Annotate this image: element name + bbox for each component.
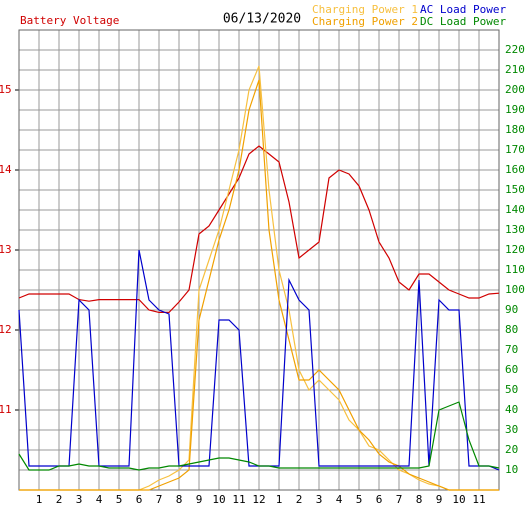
y2-tick-label: 100 — [505, 283, 525, 296]
legend-entry: Charging Power 2 — [312, 15, 418, 28]
x-tick-label: 11 — [232, 493, 245, 506]
x-tick-label: 7 — [396, 493, 403, 506]
y2-tick-label: 10 — [505, 463, 518, 476]
x-tick-label: 8 — [416, 493, 423, 506]
y2-tick-label: 70 — [505, 343, 518, 356]
series-line — [18, 145, 500, 313]
y-axis-label: Battery Voltage — [20, 14, 119, 27]
x-tick-label: 6 — [136, 493, 143, 506]
x-tick-label: 2 — [56, 493, 63, 506]
x-tick-label: 7 — [156, 493, 163, 506]
x-tick-label: 4 — [96, 493, 103, 506]
x-tick-label: 1 — [36, 493, 43, 506]
series-line — [19, 79, 499, 491]
y-tick-label: 15 — [0, 83, 12, 96]
x-tick-label: 2 — [296, 493, 303, 506]
x-tick-label: 10 — [452, 493, 465, 506]
y2-tick-label: 90 — [505, 303, 518, 316]
y2-tick-label: 150 — [505, 183, 525, 196]
x-tick-label: 4 — [336, 493, 343, 506]
y2-tick-label: 140 — [505, 203, 525, 216]
x-tick-label: 6 — [376, 493, 383, 506]
y2-tick-label: 30 — [505, 423, 518, 436]
plot-frame — [18, 29, 500, 491]
y2-tick-label: 60 — [505, 363, 518, 376]
legend-entry: Charging Power 1 — [312, 3, 418, 16]
y2-tick-label: 190 — [505, 103, 525, 116]
x-tick-label: 1 — [276, 493, 283, 506]
y2-tick-label: 40 — [505, 403, 518, 416]
x-tick-label: 9 — [436, 493, 443, 506]
chart-title: 06/13/2020 — [223, 12, 301, 27]
x-tick-label: 8 — [176, 493, 183, 506]
x-tick-label: 5 — [116, 493, 123, 506]
y-tick-label: 14 — [0, 163, 12, 176]
legend-entry: AC Load Power — [420, 3, 506, 16]
y2-tick-label: 210 — [505, 63, 525, 76]
x-tick-label: 3 — [76, 493, 83, 506]
x-tick-label: 3 — [316, 493, 323, 506]
x-tick-label: 10 — [212, 493, 225, 506]
legend-entry: DC Load Power — [420, 15, 506, 28]
y2-tick-label: 130 — [505, 223, 525, 236]
x-tick-label: 11 — [472, 493, 485, 506]
y-tick-label: 11 — [0, 403, 12, 416]
y2-tick-label: 20 — [505, 443, 518, 456]
y2-tick-label: 120 — [505, 243, 525, 256]
y2-tick-label: 170 — [505, 143, 525, 156]
x-tick-label: 5 — [356, 493, 363, 506]
y2-tick-label: 110 — [505, 263, 525, 276]
series-line — [18, 401, 500, 471]
y2-tick-label: 200 — [505, 83, 525, 96]
y2-tick-label: 80 — [505, 323, 518, 336]
x-tick-label: 12 — [252, 493, 265, 506]
y2-tick-label: 220 — [505, 43, 525, 56]
y2-tick-label: 50 — [505, 383, 518, 396]
y2-tick-label: 160 — [505, 163, 525, 176]
y-tick-label: 13 — [0, 243, 12, 256]
y-tick-label: 12 — [0, 323, 12, 336]
y2-tick-label: 180 — [505, 123, 525, 136]
x-tick-label: 9 — [196, 493, 203, 506]
